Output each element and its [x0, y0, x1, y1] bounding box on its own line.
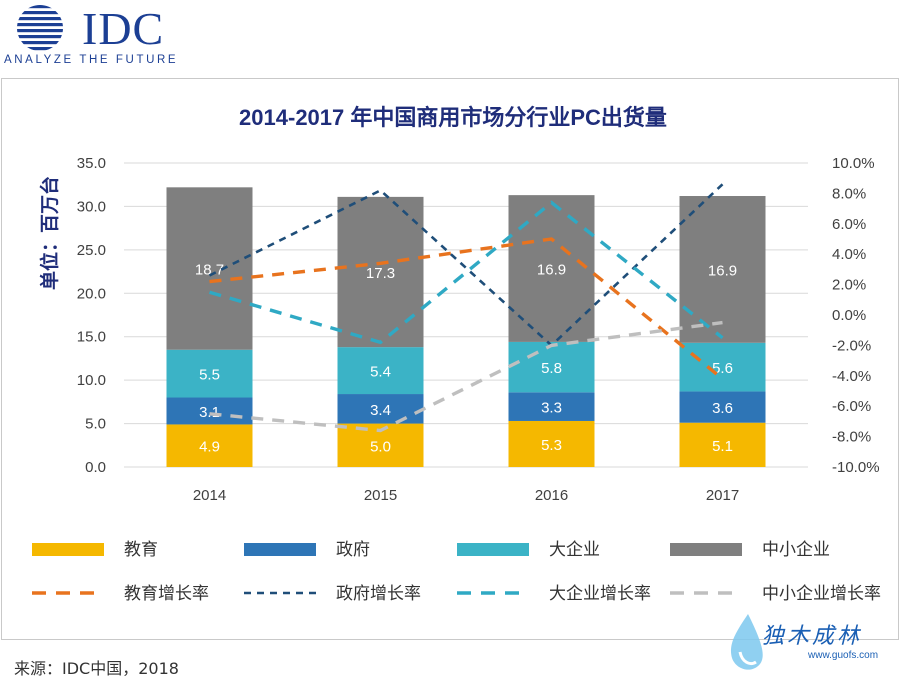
bar-label-gov: 3.1: [199, 404, 220, 421]
bar-large: [508, 341, 595, 393]
logo-tagline: ANALYZE THE FUTURE: [4, 54, 179, 66]
line-sme_rate: [209, 320, 723, 433]
y2-tick-label: 0.0%: [832, 307, 866, 324]
legend-label-gov: 政府: [336, 540, 370, 560]
bar-label-large: 5.5: [199, 367, 220, 384]
bar-sme: [166, 187, 253, 350]
watermark-text: 独木成林: [762, 624, 863, 649]
idc-logo: IDC ANALYZE THE FUTURE: [4, 3, 194, 68]
bar-label-large: 5.4: [370, 364, 391, 381]
chart-title: 2014-2017 年中国商用市场分行业PC出货量: [239, 105, 667, 130]
y2-tick-label: -6.0%: [832, 398, 871, 415]
bar-gov: [337, 394, 424, 424]
y-tick-label: 35.0: [77, 155, 106, 172]
y-axis-label: 单位：百万台: [38, 176, 61, 290]
watermark: 独木成林 www.guofs.com: [726, 612, 902, 682]
bar-edu: [679, 422, 766, 467]
bar-label-sme: 16.9: [537, 262, 566, 279]
legend-label-large_rate: 大企业增长率: [549, 584, 651, 604]
bar-label-gov: 3.6: [712, 400, 733, 417]
bar-large: [679, 342, 766, 392]
y2-tick-label: -2.0%: [832, 337, 871, 354]
y-tick-label: 15.0: [77, 329, 106, 346]
bar-label-edu: 5.1: [712, 438, 733, 455]
line-large_rate: [209, 200, 724, 345]
y-tick-label: 30.0: [77, 198, 106, 215]
bar-sme: [337, 196, 424, 348]
legend-swatch-gov: [244, 543, 316, 556]
bar-label-sme: 16.9: [708, 262, 737, 279]
logo-wordmark: IDC: [82, 3, 165, 54]
idc-globe-icon: [17, 5, 63, 51]
watermark-url: www.guofs.com: [808, 650, 879, 661]
y2-tick-label: -4.0%: [832, 368, 871, 385]
water-drop-icon: [730, 614, 763, 670]
y2-tick-label: -8.0%: [832, 429, 871, 446]
y-tick-label: 25.0: [77, 242, 106, 259]
legend-label-sme_rate: 中小企业增长率: [762, 584, 881, 604]
bar-gov: [166, 397, 253, 425]
legend-swatch-sme: [670, 543, 742, 556]
legend-label-edu: 教育: [124, 540, 158, 560]
y2-tick-label: 2.0%: [832, 277, 866, 294]
bar-gov: [508, 392, 595, 421]
y-tick-label: 20.0: [77, 285, 106, 302]
bar-sme: [679, 196, 766, 343]
bar-edu: [508, 420, 595, 467]
y2-tick-label: 4.0%: [832, 246, 866, 263]
y-tick-label: 5.0: [85, 416, 106, 433]
bar-large: [166, 349, 253, 398]
bar-label-edu: 5.3: [541, 437, 562, 454]
bar-label-gov: 3.3: [541, 400, 562, 417]
bar-label-gov: 3.4: [370, 402, 391, 419]
y2-tick-label: 6.0%: [832, 216, 866, 233]
bar-large: [337, 347, 424, 395]
chart-svg: 2014-2017 年中国商用市场分行业PC出货量 单位：百万台 4.9 3.1 5…: [32, 105, 881, 604]
line-gov_rate: [208, 183, 724, 348]
bar-label-sme: 18.7: [195, 262, 224, 279]
bar-edu: [166, 424, 253, 467]
legend-swatch-edu: [32, 543, 104, 556]
bar-label-edu: 4.9: [199, 439, 220, 456]
chart-frame: 2014-2017 年中国商用市场分行业PC出货量 单位：百万台 4.9 3.1 5…: [1, 78, 899, 640]
bar-label-sme: 17.3: [366, 265, 395, 282]
legend-swatch-large: [457, 543, 529, 556]
y-tick-label: 0.0: [85, 459, 106, 476]
y-tick-label: 10.0: [77, 372, 106, 389]
y2-tick-label: 8.0%: [832, 185, 866, 202]
legend-label-sme: 中小企业: [762, 540, 830, 560]
x-tick-label: 2014: [193, 487, 226, 504]
bar-gov: [679, 391, 766, 423]
x-tick-label: 2017: [706, 487, 739, 504]
y2-tick-label: 10.0%: [832, 155, 875, 172]
legend-label-edu_rate: 教育增长率: [124, 584, 209, 604]
y2-tick-label: -10.0%: [832, 459, 880, 476]
x-tick-label: 2015: [364, 487, 397, 504]
legend-label-large: 大企业: [549, 540, 600, 560]
line-edu_rate: [209, 237, 724, 381]
bar-label-edu: 5.0: [370, 438, 391, 455]
legend-label-gov_rate: 政府增长率: [336, 584, 421, 604]
bar-label-large: 5.8: [541, 360, 562, 377]
x-tick-label: 2016: [535, 487, 568, 504]
source-note: 来源：IDC中国，2018: [14, 659, 179, 678]
